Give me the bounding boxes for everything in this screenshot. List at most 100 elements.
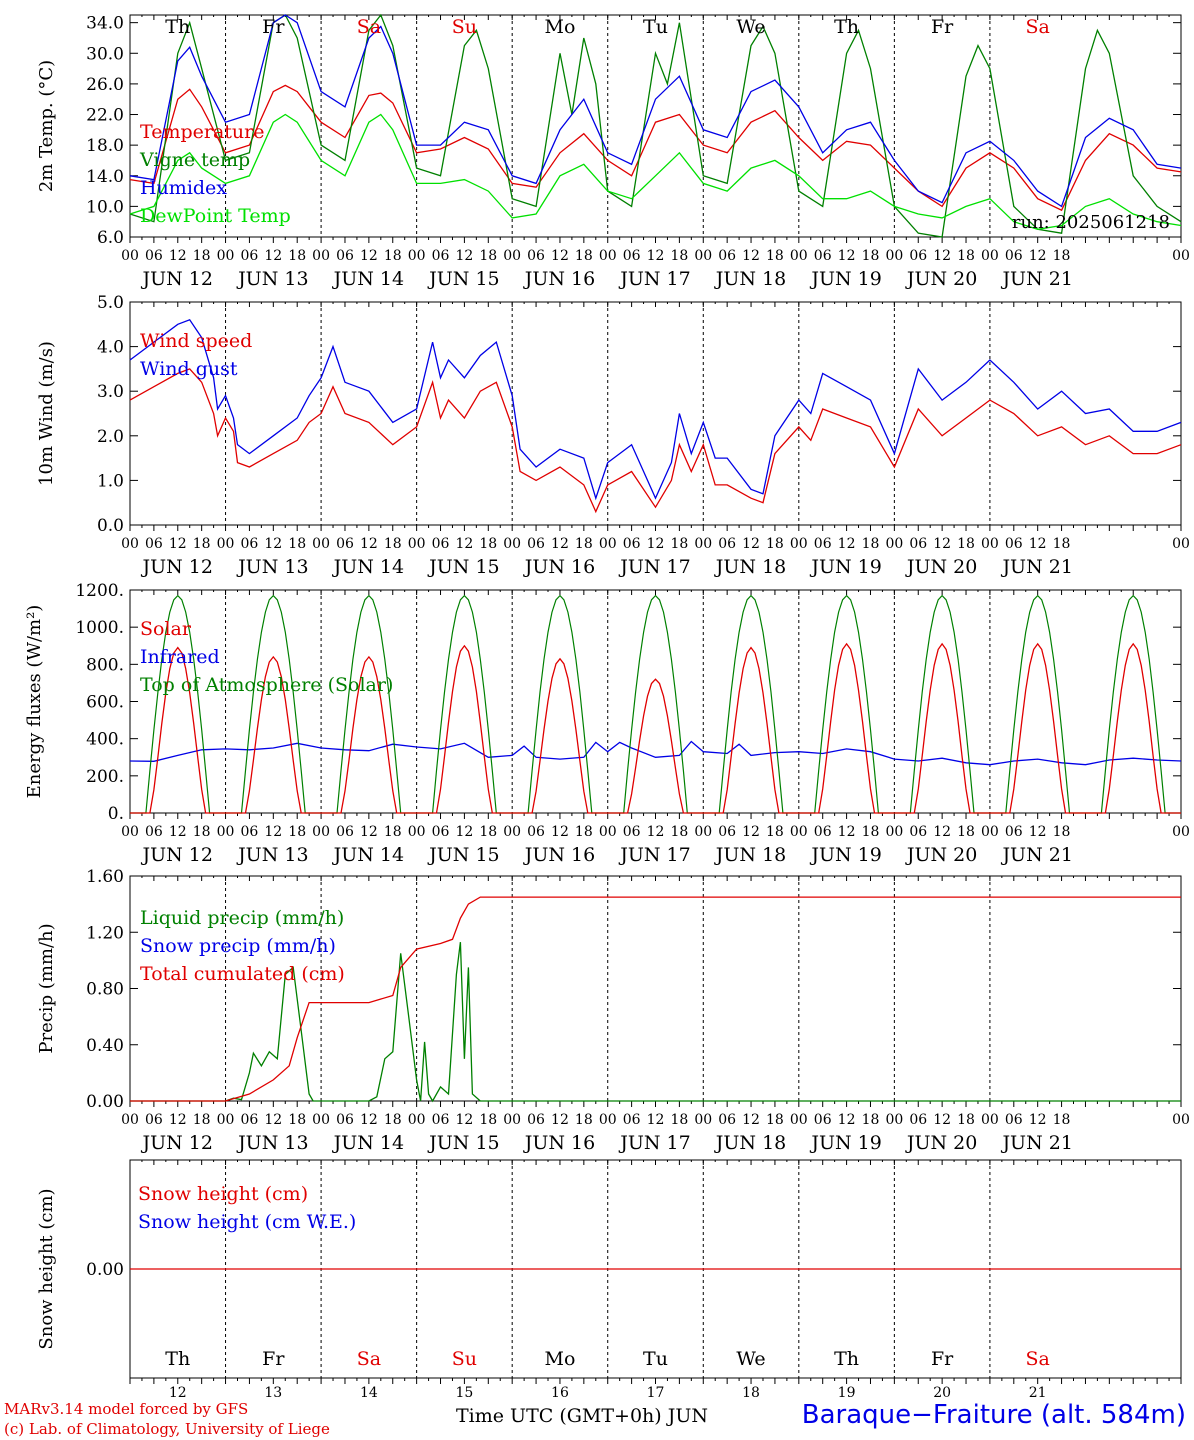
day-number: 19	[838, 1385, 856, 1401]
date-label: JUN 18	[714, 268, 786, 290]
date-label: JUN 20	[905, 1132, 977, 1154]
hour-label: 18	[862, 248, 880, 264]
series-wind-gust	[129, 319, 1182, 501]
day-name-bottom: Fr	[931, 1348, 954, 1370]
hour-label: 18	[479, 536, 497, 552]
hour-label: 06	[1005, 536, 1023, 552]
y-tick-label: 800.	[86, 655, 124, 675]
hour-label: 06	[718, 248, 736, 264]
hour-label: 06	[909, 248, 927, 264]
hour-label: 00	[790, 1112, 808, 1128]
hour-label: 00	[790, 824, 808, 840]
hour-label: 00	[408, 1112, 426, 1128]
hour-label: 00	[885, 824, 903, 840]
hour-label: 06	[814, 1112, 832, 1128]
date-label: JUN 15	[427, 556, 499, 578]
hour-label: 00	[217, 248, 235, 264]
y-tick-label: 6.0	[97, 228, 124, 248]
hour-label: 12	[1029, 536, 1047, 552]
legend-entry: Liquid precip (mm/h)	[140, 907, 344, 929]
hour-label: 18	[1053, 536, 1071, 552]
hour-label: 06	[1005, 1112, 1023, 1128]
date-label: JUN 18	[714, 844, 786, 866]
day-name-bottom: Th	[165, 1348, 190, 1370]
y-tick-label: 2.0	[97, 427, 124, 447]
hour-label: 00	[981, 248, 999, 264]
series-solar	[130, 642, 1181, 814]
legend-entry: Snow height (cm W.E.)	[138, 1211, 356, 1233]
hour-label: 00	[694, 1112, 712, 1128]
date-label: JUN 20	[905, 268, 977, 290]
hour-label: 12	[838, 536, 856, 552]
hour-label: 06	[527, 1112, 545, 1128]
legend-entry: Infrared	[140, 646, 220, 668]
y-tick-label: 18.0	[86, 136, 124, 156]
panel-4: 0.00 0.40 0.80 1.20 1.60 Precip (mm/h) Liquid …	[36, 867, 1190, 1154]
y-tick-label: 1.0	[97, 471, 124, 491]
day-number: 21	[1029, 1385, 1047, 1401]
hour-label: 18	[193, 1112, 211, 1128]
y-axis-title: Energy fluxes (W/m²)	[24, 605, 45, 799]
date-label: JUN 12	[141, 556, 213, 578]
hour-label: 00	[121, 824, 139, 840]
legend-entry: Top of Atmosphere (Solar)	[140, 674, 393, 696]
date-label: JUN 16	[523, 268, 595, 290]
series-liquid-precip-mm-h	[130, 942, 1181, 1103]
date-label: JUN 17	[618, 268, 690, 290]
hour-label: 12	[264, 536, 282, 552]
y-tick-label: 200.	[86, 767, 124, 787]
date-label: JUN 14	[332, 268, 404, 290]
hour-label: 12	[742, 248, 760, 264]
hour-label: 12	[264, 824, 282, 840]
date-label: JUN 16	[523, 556, 595, 578]
hour-label: 06	[1005, 248, 1023, 264]
hour-label: 18	[670, 536, 688, 552]
hour-label: 00	[1172, 248, 1190, 264]
hour-label: 06	[527, 248, 545, 264]
hour-label: 12	[169, 1112, 187, 1128]
hour-label: 06	[336, 536, 354, 552]
day-name-top: Fr	[931, 16, 954, 38]
date-label: JUN 21	[1000, 844, 1072, 866]
hour-label: 18	[670, 1112, 688, 1128]
day-number: 12	[169, 1385, 187, 1401]
date-label: JUN 21	[1000, 268, 1072, 290]
hour-label: 18	[288, 1112, 306, 1128]
hour-label: 18	[479, 824, 497, 840]
date-label: JUN 17	[618, 556, 690, 578]
panel-2: 0.0 1.0 2.0 3.0 4.0 5.0 10m Wind (m/s) Wind spe…	[36, 293, 1190, 578]
hour-label: 18	[1053, 248, 1071, 264]
y-tick-label: 1.20	[86, 923, 124, 943]
y-tick-label: 0.0	[97, 516, 124, 536]
y-axis-title: Snow height (cm)	[36, 1188, 57, 1349]
panel-frame	[129, 14, 1182, 238]
hour-label: 12	[360, 536, 378, 552]
date-label: JUN 13	[236, 268, 308, 290]
hour-label: 06	[527, 824, 545, 840]
run-label: run: 2025061218	[1012, 212, 1170, 233]
date-label: JUN 20	[905, 844, 977, 866]
hour-label: 12	[933, 248, 951, 264]
date-label: JUN 14	[332, 556, 404, 578]
hour-label: 12	[551, 1112, 569, 1128]
hour-label: 00	[1172, 536, 1190, 552]
hour-label: 06	[909, 1112, 927, 1128]
hour-label: 00	[312, 824, 330, 840]
hour-label: 12	[551, 248, 569, 264]
hour-label: 12	[742, 1112, 760, 1128]
hour-label: 00	[694, 536, 712, 552]
hour-label: 00	[312, 536, 330, 552]
day-name-bottom: Sa	[1026, 1348, 1050, 1370]
legend-entry: Solar	[140, 618, 192, 640]
day-name-bottom: Tu	[643, 1348, 668, 1370]
hour-label: 12	[169, 824, 187, 840]
hour-label: 06	[814, 536, 832, 552]
y-tick-label: 4.0	[97, 338, 124, 358]
series-vigne-temp	[129, 13, 1182, 238]
hour-label: 06	[623, 248, 641, 264]
station-title: Baraque−Fraiture (alt. 584m)	[801, 1400, 1186, 1430]
y-tick-label: 26.0	[86, 75, 124, 95]
legend-entry: DewPoint Temp	[140, 205, 291, 227]
hour-label: 12	[264, 1112, 282, 1128]
hour-label: 00	[121, 248, 139, 264]
